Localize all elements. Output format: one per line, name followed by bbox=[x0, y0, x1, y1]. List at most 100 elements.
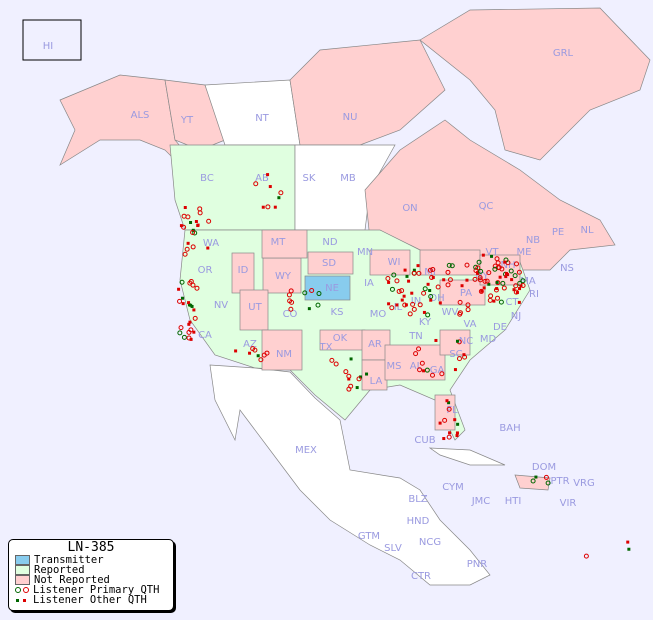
region-label-slv: SLV bbox=[384, 543, 402, 554]
legend-label: Not Reported bbox=[34, 574, 110, 586]
region-label-on: ON bbox=[402, 203, 417, 214]
listener-primary-qth bbox=[498, 299, 504, 305]
region-label-ny: NY bbox=[475, 271, 489, 282]
listener-primary-qth bbox=[421, 290, 427, 296]
listener-other-qth bbox=[187, 301, 191, 305]
region-label-ok: OK bbox=[333, 333, 348, 344]
region-label-de: DE bbox=[493, 322, 507, 333]
legend-label: Transmitter bbox=[34, 554, 104, 566]
listener-primary-qth bbox=[407, 311, 413, 317]
region-label-ma: MA bbox=[520, 276, 536, 287]
listener-primary-qth bbox=[446, 434, 452, 440]
listener-primary-qth bbox=[252, 347, 258, 353]
listener-primary-qth bbox=[402, 302, 408, 308]
region-label-la: LA bbox=[370, 376, 383, 387]
listener-other-qth bbox=[192, 308, 196, 312]
region-label-in: IN bbox=[411, 296, 421, 307]
listener-other-qth bbox=[395, 303, 399, 307]
listener-primary-qth bbox=[477, 277, 483, 283]
listener-primary-qth bbox=[513, 283, 519, 289]
listener-primary-qth bbox=[473, 264, 479, 270]
listener-other-qth bbox=[447, 401, 451, 405]
legend-other-qth: Listener Other QTH bbox=[9, 595, 173, 605]
region-label-nl: NL bbox=[580, 225, 593, 236]
listener-primary-qth bbox=[278, 190, 284, 196]
region-label-id: ID bbox=[238, 265, 249, 276]
region-label-ca: CA bbox=[198, 330, 212, 341]
listener-primary-qth bbox=[430, 267, 436, 273]
region-label-ab: AB bbox=[255, 173, 269, 184]
listener-other-qth bbox=[434, 338, 438, 342]
region-label-gtm: GTM bbox=[358, 531, 380, 542]
listener-other-qth bbox=[460, 284, 464, 288]
listener-primary-qth bbox=[462, 354, 468, 360]
listener-primary-qth bbox=[530, 478, 536, 484]
region-label-nh: NH bbox=[501, 260, 516, 271]
listener-primary-qth bbox=[413, 351, 419, 357]
region-label-grl: GRL bbox=[553, 48, 574, 59]
listener-other-qth bbox=[455, 431, 459, 435]
listener-other-qth bbox=[187, 322, 191, 326]
listener-primary-qth bbox=[346, 373, 352, 379]
region-label-oh: OH bbox=[429, 293, 444, 304]
region-label-sk: SK bbox=[303, 173, 316, 184]
listener-primary-qth bbox=[410, 301, 416, 307]
region-label-yt: YT bbox=[180, 115, 194, 126]
region-label-ar: AR bbox=[368, 339, 382, 350]
listener-other-qth bbox=[438, 301, 442, 305]
region-label-pa: PA bbox=[460, 288, 472, 299]
listener-other-qth bbox=[365, 372, 369, 376]
listener-primary-qth bbox=[286, 292, 292, 298]
listener-primary-qth bbox=[435, 284, 441, 290]
region-label-ns: NS bbox=[560, 263, 574, 274]
listener-other-qth bbox=[387, 302, 391, 306]
listener-other-qth bbox=[347, 377, 351, 381]
listener-other-qth bbox=[273, 205, 277, 209]
region-label-wa: WA bbox=[203, 238, 219, 249]
listener-other-qth bbox=[445, 399, 449, 403]
region-label-ct: CT bbox=[505, 297, 519, 308]
region-label-il: IL bbox=[394, 302, 403, 313]
primary-qth-icon bbox=[15, 587, 29, 593]
region-label-bah: BAH bbox=[499, 423, 520, 434]
listener-dots bbox=[177, 173, 631, 559]
region-label-ncg: NCG bbox=[419, 537, 441, 548]
region-label-jmc: JMC bbox=[471, 496, 491, 507]
listener-other-qth bbox=[495, 280, 499, 284]
listener-other-qth bbox=[480, 289, 484, 293]
listener-primary-qth bbox=[492, 266, 498, 272]
listener-primary-qth bbox=[194, 285, 200, 291]
listener-other-qth bbox=[510, 278, 514, 282]
listener-primary-qth bbox=[439, 371, 445, 377]
listener-primary-qth bbox=[447, 277, 453, 283]
listener-other-qth bbox=[456, 422, 460, 426]
listener-primary-qth bbox=[416, 346, 422, 352]
listener-other-qth bbox=[453, 418, 457, 422]
listener-other-qth bbox=[180, 296, 184, 300]
listener-other-qth bbox=[428, 289, 432, 293]
listener-primary-qth bbox=[419, 360, 425, 366]
legend-reported: Reported bbox=[9, 565, 173, 575]
region-label-mo: MO bbox=[370, 309, 387, 320]
region-cuba bbox=[428, 447, 506, 466]
other-qth-icon bbox=[15, 598, 29, 602]
region-label-me: ME bbox=[517, 247, 532, 258]
region-label-ia: IA bbox=[364, 278, 374, 289]
listener-primary-qth bbox=[197, 210, 203, 216]
listener-primary-qth bbox=[185, 214, 191, 220]
listener-other-qth bbox=[189, 303, 193, 307]
listener-primary-qth bbox=[449, 263, 455, 269]
listener-primary-qth bbox=[181, 334, 187, 340]
listener-other-qth bbox=[307, 307, 311, 311]
legend-label: Listener Primary QTH bbox=[33, 584, 160, 596]
listener-primary-qth bbox=[424, 367, 430, 373]
listener-primary-qth bbox=[287, 298, 293, 304]
listener-other-qth bbox=[490, 254, 494, 258]
listener-other-qth bbox=[481, 253, 485, 257]
region-label-ut: UT bbox=[248, 302, 262, 313]
legend-label: Reported bbox=[34, 564, 85, 576]
not-reported-swatch bbox=[15, 575, 30, 585]
listener-other-qth bbox=[189, 221, 193, 225]
legend: LN-385 Transmitter Reported Not Reported… bbox=[8, 539, 174, 611]
